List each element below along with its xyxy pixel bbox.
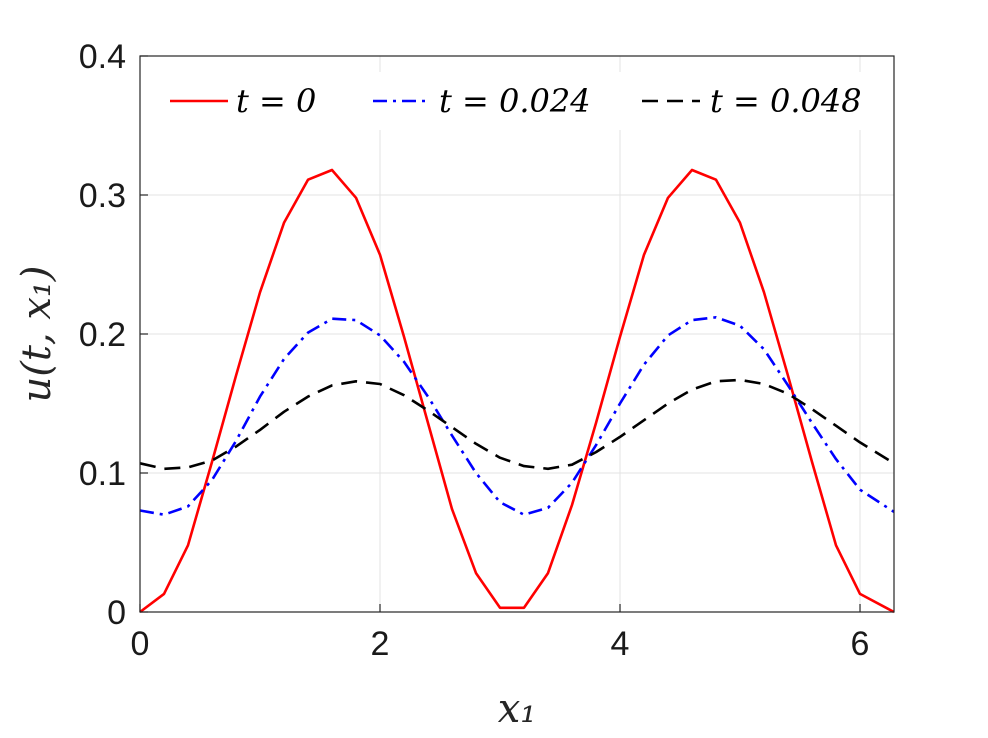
legend-item: t = 0.048 [642, 82, 862, 120]
series-line-1 [139, 168, 895, 614]
y-tick-label: 0.3 [79, 177, 126, 215]
y-tick-label: 0.2 [79, 316, 126, 354]
series-line-2 [139, 315, 895, 517]
x-tick-label: 6 [851, 625, 870, 663]
series-layer [139, 168, 895, 614]
y-tick-label: 0.1 [79, 455, 126, 493]
ticks: 0 2 4 6 0 0.1 0.2 0.3 0.4 [79, 38, 870, 663]
y-axis-label: u(t, x₁) [14, 265, 60, 402]
legend-label: t = 0 [236, 82, 316, 120]
x-axis-label: x₁ [498, 686, 537, 732]
y-tick-label: 0.4 [79, 38, 126, 76]
x-tick-label: 4 [611, 625, 630, 663]
x-tick-label: 2 [371, 625, 390, 663]
x-tick-label: 0 [131, 625, 150, 663]
legend-label: t = 0.048 [710, 82, 862, 120]
legend: t = 0 t = 0.024 t = 0.048 [160, 72, 872, 130]
series-line-3 [139, 378, 895, 471]
legend-label: t = 0.024 [439, 82, 591, 120]
legend-item: t = 0.024 [373, 82, 591, 120]
legend-box [160, 72, 872, 130]
y-tick-label: 0 [107, 594, 126, 632]
legend-item: t = 0 [170, 82, 316, 120]
